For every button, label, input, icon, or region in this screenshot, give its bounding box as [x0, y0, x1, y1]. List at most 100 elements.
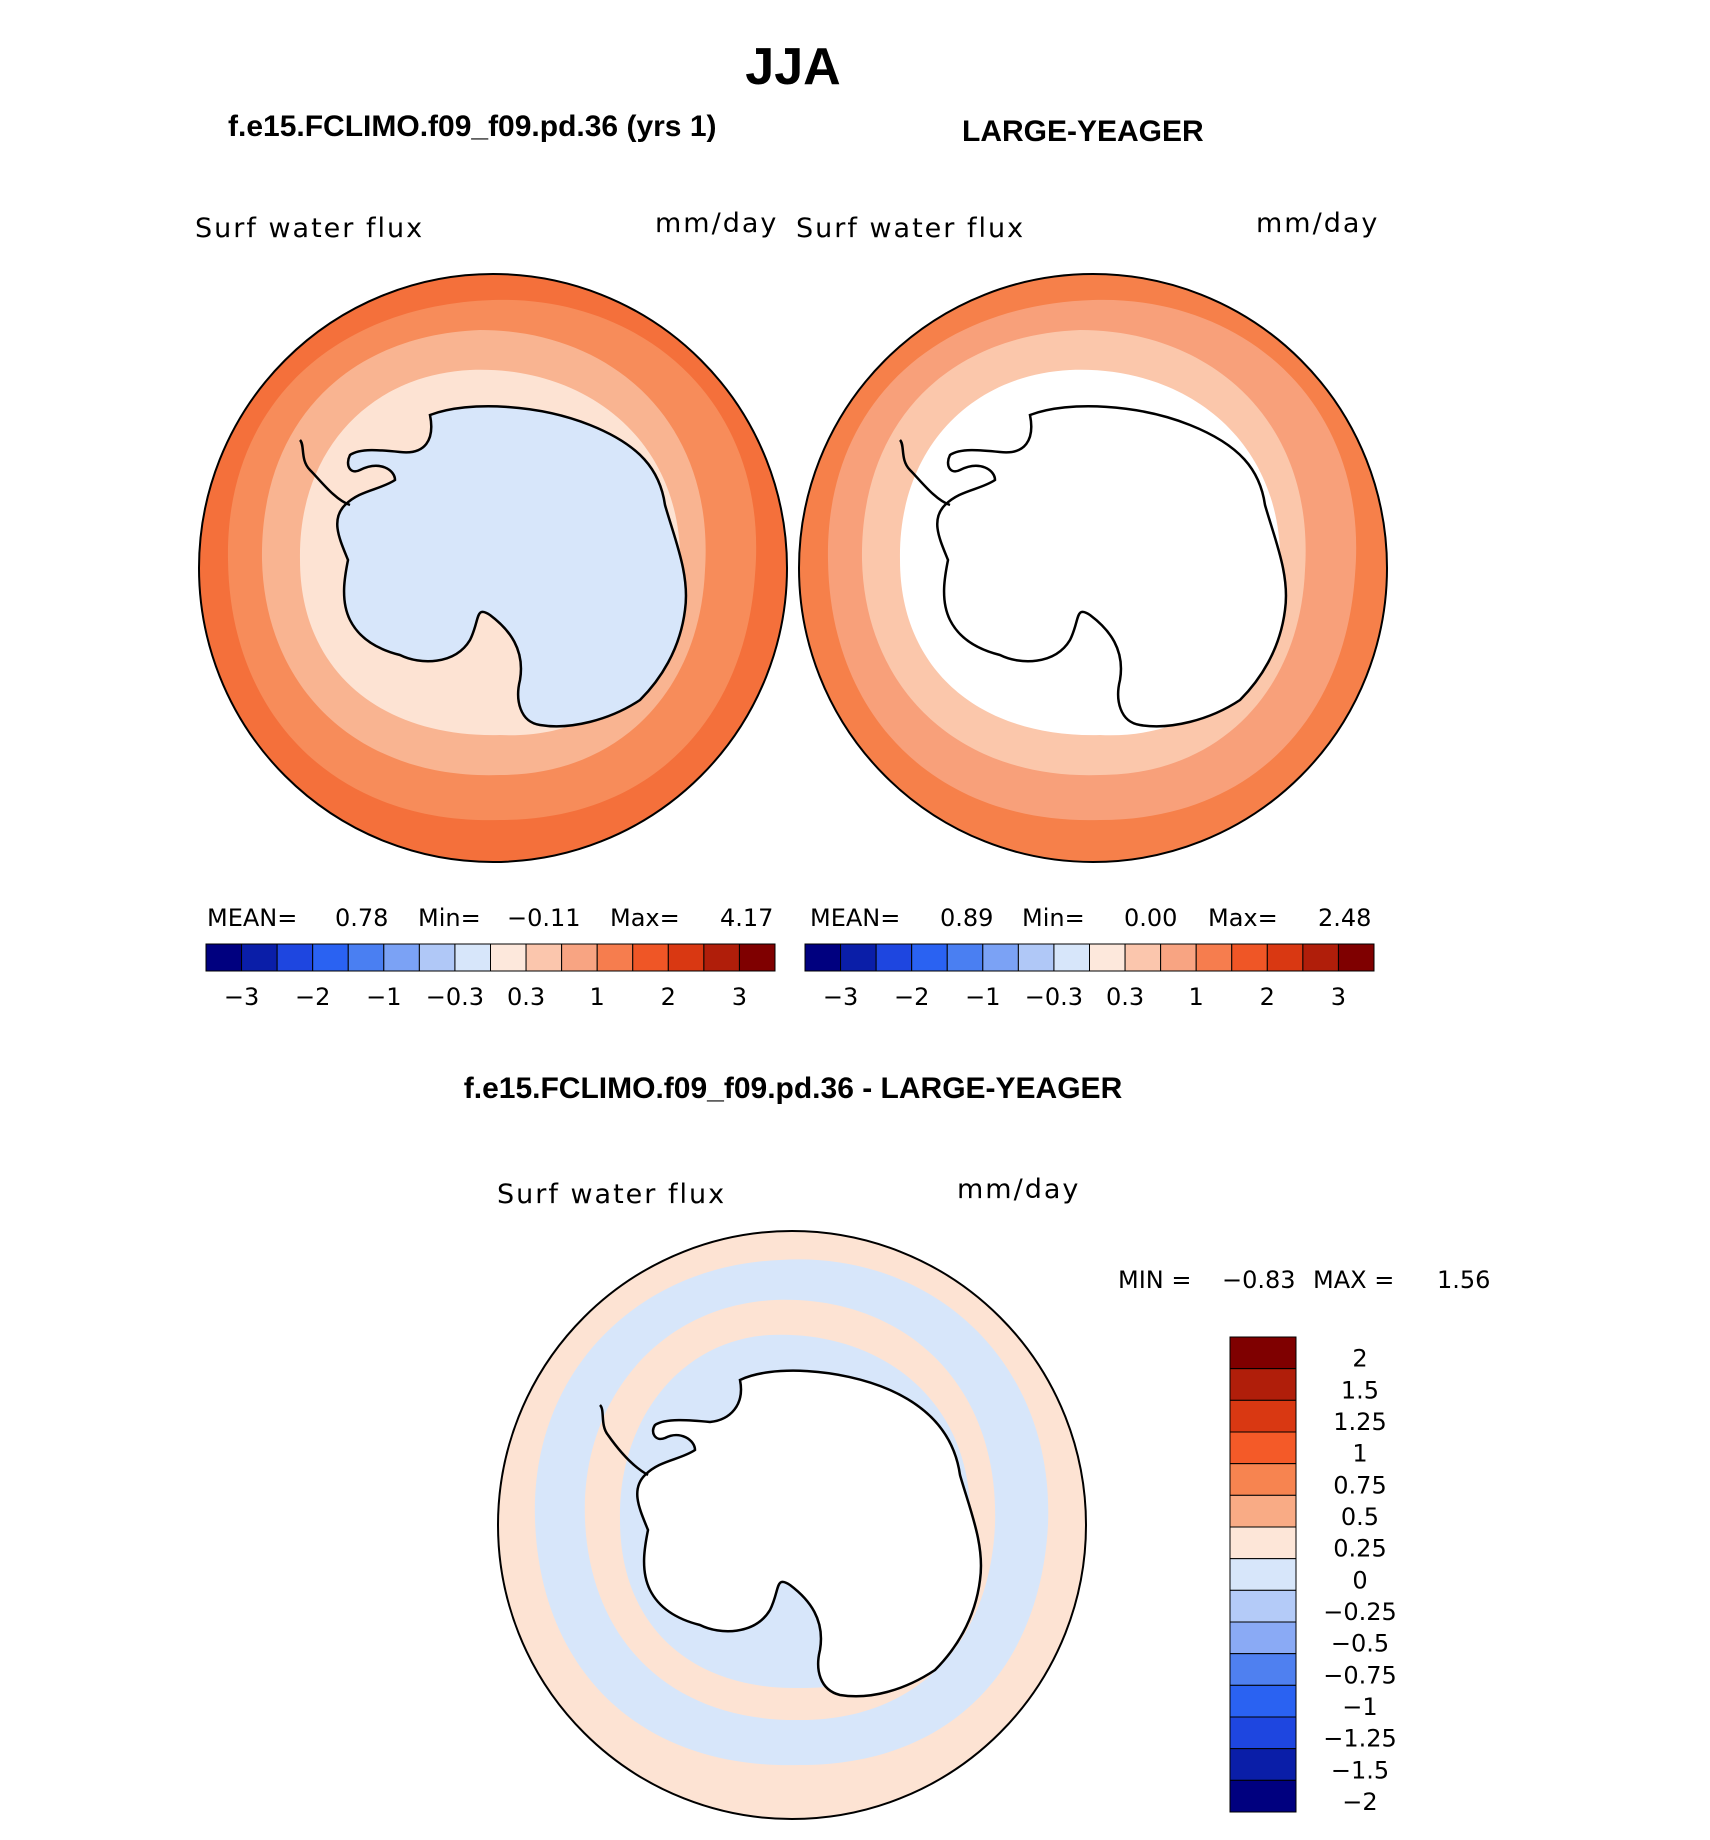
panel2-colorbar-tick-label: −2	[894, 983, 929, 1011]
panel2-colorbar-tick-label: −3	[823, 983, 858, 1011]
panel2-colorbar-tick-label: 2	[1260, 983, 1275, 1011]
panel1-colorbar-swatch	[347, 943, 385, 972]
diff-colorbar-tick-label: −1	[1342, 1693, 1377, 1721]
diff-colorbar-tick-label: −1.25	[1323, 1725, 1397, 1753]
diff-colorbar-tick-label: −1.5	[1331, 1756, 1389, 1784]
diff-colorbar-swatch	[1229, 1399, 1297, 1433]
panel1-map-border	[198, 273, 788, 863]
diff-polar-map	[498, 1231, 1086, 1819]
diff-colorbar-tick-label: −0.75	[1323, 1661, 1397, 1689]
panel1-peninsula	[298, 439, 351, 507]
diff-colorbar-swatch	[1229, 1748, 1297, 1781]
panel1-min-value: −0.11	[507, 904, 581, 932]
panel2-colorbar-swatch	[1195, 943, 1233, 972]
panel2-colorbar-tick-label: 3	[1331, 983, 1346, 1011]
panel2-colorbar-swatch	[982, 943, 1019, 972]
panel2-polar-map	[799, 274, 1387, 862]
diff-colorbar-swatch	[1229, 1368, 1297, 1401]
panel2-min-label: Min=	[1022, 904, 1085, 932]
diff-colorbar-swatch	[1229, 1621, 1297, 1655]
diff-colorbar-tick-label: −2	[1342, 1788, 1377, 1816]
panel2-colorbar-swatch	[1302, 943, 1339, 972]
panel1-colorbar-tick-label: 3	[732, 983, 747, 1011]
panel2-colorbar-swatch	[1017, 943, 1055, 972]
panel2-mean-value: 0.89	[940, 904, 993, 932]
panel1-max-value: 4.17	[720, 904, 773, 932]
panel1-colorbar-swatch	[703, 943, 740, 972]
diff-max-value: 1.56	[1437, 1266, 1490, 1294]
diff-colorbar-tick-label: 0.5	[1341, 1503, 1379, 1531]
diff-colorbar-swatch	[1229, 1494, 1297, 1528]
panel2-colorbar-tick-label: 0.3	[1106, 983, 1144, 1011]
diff-colorbar-swatch	[1229, 1779, 1297, 1813]
panel1-colorbar-swatch	[596, 943, 634, 972]
panel2-antarctica	[936, 405, 1288, 728]
panel1-colorbar-swatch	[383, 943, 420, 972]
panel1-colorbar-swatch	[667, 943, 705, 972]
panel2-min-value: 0.00	[1124, 904, 1177, 932]
panel1-colorbar-tick-label: −1	[366, 983, 401, 1011]
panel1-colorbar-swatch	[205, 943, 243, 972]
panel1-colorbar-swatch	[454, 943, 491, 972]
panel2-units-label: mm/day	[1256, 208, 1379, 239]
panel1-variable-label: Surf water flux	[195, 213, 424, 244]
panel2-colorbar-swatch	[804, 943, 842, 972]
panel2-colorbar-swatch	[1231, 943, 1268, 972]
diff-colorbar-tick-label: 2	[1352, 1345, 1367, 1373]
diff-max-label: MAX =	[1313, 1266, 1394, 1294]
panel2-colorbar-swatch	[1266, 943, 1304, 972]
panel2-max-label: Max=	[1208, 904, 1278, 932]
panel1-colorbar-swatch	[738, 943, 776, 972]
panel1-colorbar-swatch	[418, 943, 456, 972]
panel1-case-title: f.e15.FCLIMO.f09_f09.pd.36 (yrs 1)	[228, 110, 717, 143]
diff-colorbar-swatch	[1229, 1653, 1297, 1686]
diff-colorbar-swatch	[1229, 1716, 1297, 1750]
diff-colorbar-tick-label: 1.25	[1333, 1408, 1386, 1436]
panel1-units-label: mm/day	[655, 208, 778, 239]
panel1-stats: MEAN= 0.78 Min= −0.11 Max= 4.17	[207, 904, 773, 932]
panel2-colorbar-tick-label: −1	[965, 983, 1000, 1011]
panel1-colorbar-swatch	[276, 943, 314, 972]
panel2-case-title: LARGE-YEAGER	[962, 115, 1204, 148]
panel1-colorbar-swatch	[561, 943, 598, 972]
panel2-colorbar: −3 −2 −1 −0.3 0.3 1 2 3	[804, 943, 1375, 1011]
diff-colorbar-swatch	[1229, 1558, 1297, 1591]
diff-colorbar-tick-label: 0.25	[1333, 1535, 1386, 1563]
panel1-colorbar: −3 −2 −1 −0.3 0.3 1 2 3	[205, 943, 776, 1011]
panel2-mean-label: MEAN=	[810, 904, 900, 932]
panel1-mean-label: MEAN=	[207, 904, 297, 932]
figure-title: JJA	[745, 38, 840, 96]
panel1-colorbar-tick-label: −3	[224, 983, 259, 1011]
panel2-colorbar-swatch	[1124, 943, 1162, 972]
panel1-colorbar-swatch	[525, 943, 563, 972]
panel1-colorbar-tick-label: 0.3	[507, 983, 545, 1011]
panel2-colorbar-swatch	[840, 943, 877, 972]
diff-colorbar-swatch	[1229, 1589, 1297, 1623]
diff-variable-label: Surf water flux	[497, 1179, 726, 1210]
panel1-colorbar-swatch	[241, 943, 278, 972]
diff-colorbar: 2 1.5 1.25 1 0.75 0.5 0.25 0 −0.25 −0.5 −0.75 −1 −1.…	[1229, 1336, 1397, 1816]
panel2-colorbar-tick-label: 1	[1189, 983, 1204, 1011]
panel1-colorbar-swatch	[312, 943, 349, 972]
diff-map-border	[497, 1230, 1087, 1820]
panel2-variable-label: Surf water flux	[796, 213, 1025, 244]
panel1-colorbar-swatch	[632, 943, 669, 972]
diff-colorbar-tick-label: 1	[1352, 1440, 1367, 1468]
panel2-colorbar-swatch	[1089, 943, 1126, 972]
panel1-max-label: Max=	[610, 904, 680, 932]
panel2-colorbar-swatch	[1160, 943, 1197, 972]
diff-colorbar-swatch	[1229, 1526, 1297, 1560]
panel1-colorbar-tick-label: −0.3	[426, 983, 484, 1011]
panel2-map-border	[798, 273, 1388, 863]
panel1-antarctica	[336, 405, 688, 728]
panel2-peninsula	[898, 439, 951, 507]
panel2-colorbar-swatch	[911, 943, 948, 972]
panel2-colorbar-swatch	[875, 943, 913, 972]
diff-colorbar-tick-label: 1.5	[1341, 1376, 1379, 1404]
panel2-stats: MEAN= 0.89 Min= 0.00 Max= 2.48	[810, 904, 1371, 932]
panel1-colorbar-swatch	[490, 943, 527, 972]
diff-colorbar-tick-label: 0.75	[1333, 1471, 1386, 1499]
panel2-colorbar-swatch	[1337, 943, 1375, 972]
panel2-colorbar-swatch	[946, 943, 984, 972]
panel1-colorbar-tick-label: 1	[590, 983, 605, 1011]
